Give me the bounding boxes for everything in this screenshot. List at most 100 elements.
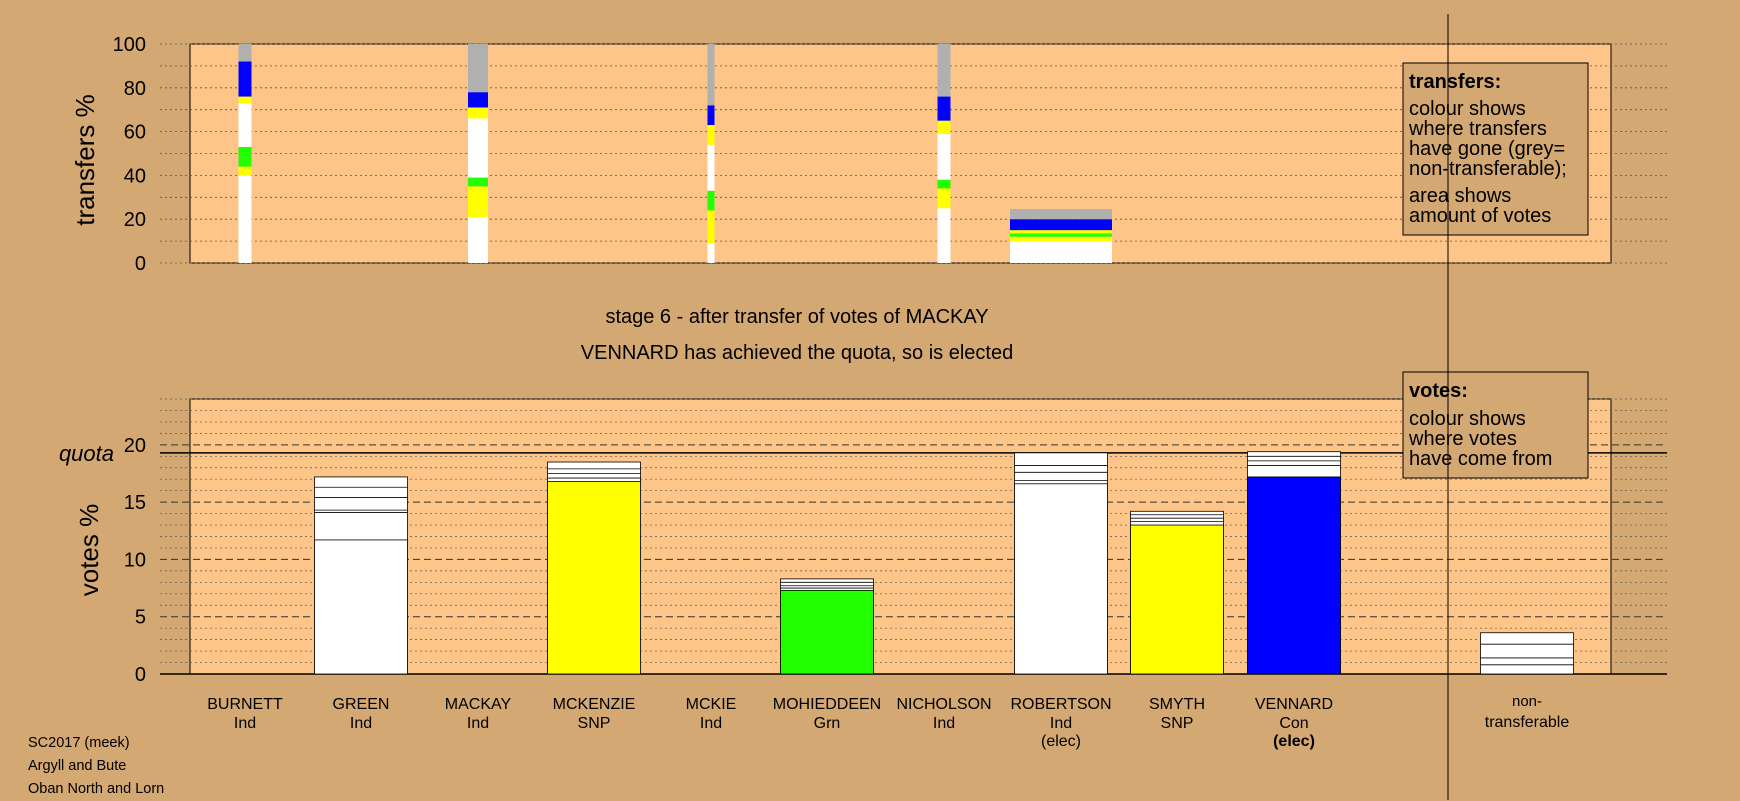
vote-bar-first-preference: [1014, 483, 1108, 675]
transfers-y-tick-label: 40: [124, 165, 146, 187]
votes-y-tick-label: 10: [124, 549, 146, 571]
candidate-name-label: BURNETT: [207, 696, 283, 713]
quota-label: quota: [59, 441, 114, 466]
transfer-segment: [238, 44, 252, 62]
transfers-legend-line: colour shows: [1409, 98, 1526, 120]
vote-bar-first-preference: [547, 481, 641, 675]
transfer-segment: [238, 61, 252, 97]
vote-bar-first-preference: [1130, 524, 1224, 675]
transfers-legend-title: transfers:: [1409, 71, 1501, 93]
transfer-segment: [468, 92, 488, 108]
nontransferable-label-line: non-: [1512, 693, 1542, 710]
transfer-segment: [238, 166, 252, 176]
nontransferable-bar: [1480, 632, 1574, 675]
votes-legend-line: have come from: [1409, 448, 1552, 470]
transfer-segment: [1010, 219, 1112, 231]
vote-bar-first-preference: [780, 589, 874, 675]
candidate-status-label: (elec): [1273, 733, 1315, 750]
votes-y-tick-label: 0: [135, 664, 146, 686]
candidate-party-label: Ind: [1050, 715, 1072, 732]
footer-council: Argyll and Bute: [28, 758, 127, 774]
votes-y-tick-label: 20: [124, 435, 146, 457]
candidate-name-label: MACKAY: [445, 696, 512, 713]
transfers-legend-line: non-transferable);: [1409, 158, 1567, 180]
transfer-segment: [937, 120, 951, 134]
candidate-party-label: Con: [1279, 715, 1308, 732]
transfer-segment: [468, 118, 488, 178]
votes-legend-box: [1402, 371, 1589, 479]
transfers-legend-line: have gone (grey=: [1409, 138, 1565, 160]
candidate-party-label: Ind: [467, 715, 489, 732]
votes-y-tick-label: 15: [124, 492, 146, 514]
candidate-name-label: SMYTH: [1149, 696, 1205, 713]
votes-legend-line: colour shows: [1409, 408, 1526, 430]
candidate-name-label: MCKIE: [686, 696, 737, 713]
candidate-name-label: GREEN: [333, 696, 390, 713]
transfer-segment: [238, 146, 252, 167]
vote-bar-first-preference: [1247, 476, 1341, 675]
transfer-segment: [707, 210, 715, 244]
candidate-status-label: (elec): [1041, 733, 1081, 750]
candidate-name-label: MCKENZIE: [553, 696, 636, 713]
transfer-segment: [238, 175, 252, 263]
candidate-party-label: Ind: [350, 715, 372, 732]
votes-legend-line: where votes: [1408, 428, 1517, 450]
vote-bar-first-preference: [314, 539, 408, 675]
transfer-segment: [937, 96, 951, 121]
transfer-segment: [937, 44, 951, 97]
stage-heading: stage 6 - after transfer of votes of MAC…: [605, 306, 988, 328]
transfer-segment: [468, 186, 488, 218]
votes-y-axis-label: votes %: [74, 504, 104, 597]
transfer-segment: [468, 217, 488, 263]
candidate-name-label: NICHOLSON: [896, 696, 991, 713]
candidate-name-label: ROBERTSON: [1010, 696, 1111, 713]
candidate-name-label: VENNARD: [1255, 696, 1333, 713]
candidate-party-label: Ind: [234, 715, 256, 732]
transfers-y-tick-label: 0: [135, 253, 146, 275]
transfers-legend-line: amount of votes: [1409, 205, 1551, 227]
transfer-segment: [238, 103, 252, 147]
transfer-segment: [707, 125, 715, 145]
transfer-segment: [468, 107, 488, 119]
transfer-segment: [468, 177, 488, 187]
footer-ward: Oban North and Lorn: [28, 781, 165, 797]
footer-election: SC2017 (meek): [28, 735, 130, 751]
transfer-segment: [937, 208, 951, 263]
transfer-segment: [707, 105, 715, 126]
transfer-segment: [707, 190, 715, 211]
transfers-y-tick-label: 20: [124, 209, 146, 231]
transfer-segment: [238, 96, 252, 104]
transfer-segment: [707, 243, 715, 263]
transfers-legend-box: [1402, 62, 1589, 236]
transfers-y-axis-label: transfers %: [70, 94, 100, 226]
transfer-segment: [937, 179, 951, 189]
transfer-segment: [1010, 241, 1112, 263]
candidate-party-label: Grn: [814, 715, 841, 732]
candidate-party-label: SNP: [1161, 715, 1194, 732]
result-heading: VENNARD has achieved the quota, so is el…: [581, 342, 1013, 364]
transfer-segment: [1010, 236, 1112, 242]
transfers-y-tick-label: 100: [113, 34, 146, 56]
transfer-segment: [707, 44, 715, 106]
nontransferable-label-line: transferable: [1485, 714, 1570, 731]
transfer-segment: [937, 133, 951, 180]
votes-legend-title: votes:: [1409, 380, 1468, 402]
transfers-legend-line: area shows: [1409, 185, 1511, 207]
transfer-segment: [1010, 233, 1112, 237]
transfer-segment: [468, 44, 488, 93]
transfer-segment: [937, 188, 951, 209]
votes-y-tick-label: 5: [135, 607, 146, 629]
transfer-segment: [1010, 209, 1112, 220]
transfers-legend-line: where transfers: [1408, 118, 1547, 140]
candidate-party-label: Ind: [700, 715, 722, 732]
transfer-segment: [707, 144, 715, 191]
footer: SC2017 (meek) Argyll and Bute Oban North…: [28, 732, 164, 801]
candidate-name-label: MOHIEDDEEN: [773, 696, 881, 713]
transfers-y-tick-label: 80: [124, 78, 146, 100]
transfer-segment: [1010, 230, 1112, 234]
candidate-party-label: Ind: [933, 715, 955, 732]
candidate-party-label: SNP: [578, 715, 611, 732]
transfers-y-tick-label: 60: [124, 122, 146, 144]
